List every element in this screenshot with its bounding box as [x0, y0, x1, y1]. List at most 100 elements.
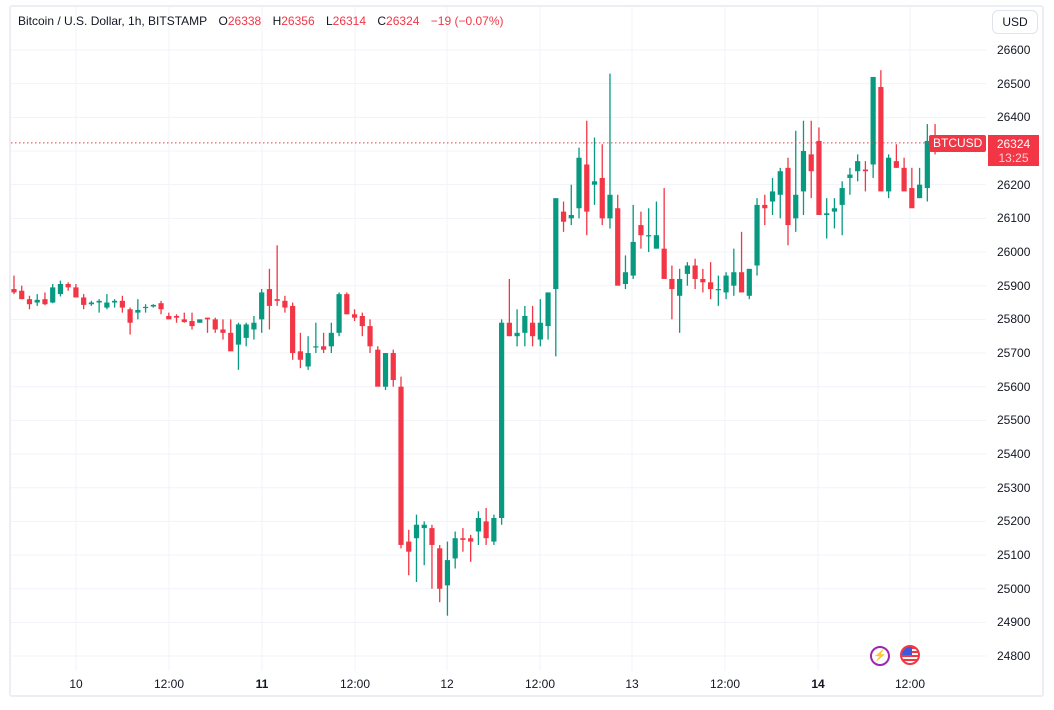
candle-body [886, 157, 892, 192]
time-tick: 11 [255, 677, 269, 691]
candle-body [738, 272, 745, 293]
candle-body [421, 524, 427, 529]
last-price-value: 26324 [996, 137, 1031, 151]
candle-body [909, 188, 915, 209]
candle-body [34, 299, 40, 303]
last-price-label: 26324 13:25 [988, 135, 1039, 166]
candle-body [290, 305, 296, 354]
candle-body [119, 300, 125, 308]
candle-body [88, 302, 94, 305]
candle-body [584, 164, 590, 212]
candle-body [669, 278, 675, 290]
price-tick: 26400 [997, 110, 1031, 125]
candle-body [560, 211, 567, 222]
candle-body [104, 302, 110, 308]
candle-body [313, 346, 319, 348]
candle-body [468, 538, 474, 542]
symbol-title[interactable]: Bitcoin / U.S. Dollar, 1h, BITSTAMP [18, 14, 208, 28]
candle-body [924, 140, 930, 189]
ohlc-legend: Bitcoin / U.S. Dollar, 1h, BITSTAMP O 263… [18, 14, 503, 28]
candle-body [622, 272, 629, 285]
price-tick: 25100 [997, 548, 1031, 563]
candle-body [297, 351, 303, 360]
close-value: 26324 [386, 14, 420, 28]
candle-body [336, 294, 342, 333]
candle-body [824, 213, 830, 215]
currency-button[interactable]: USD [992, 10, 1038, 34]
candle-body [328, 332, 334, 347]
candle-body [599, 177, 605, 219]
price-tick: 26000 [997, 245, 1031, 260]
candle-body [537, 322, 543, 340]
candle-body [522, 315, 528, 333]
candle-body [413, 524, 420, 539]
candle-body [398, 386, 404, 545]
candle-body [251, 322, 257, 330]
candle-body [901, 167, 907, 192]
open-label: O [218, 14, 228, 28]
time-tick: 12 [440, 677, 454, 691]
candle-body [677, 278, 683, 296]
price-tick: 25300 [997, 480, 1031, 495]
candle-body [483, 521, 489, 539]
bar-countdown: 13:25 [998, 151, 1029, 165]
candle-body [390, 353, 396, 380]
candle-body [235, 324, 242, 345]
candle-body [746, 268, 752, 296]
candle-body [351, 314, 358, 318]
us-flag-icon[interactable] [900, 645, 920, 665]
candle-body [135, 309, 141, 313]
candle-body [57, 284, 64, 295]
candle-body [769, 191, 776, 202]
change-value: −19 (−0.07%) [430, 14, 504, 28]
candle-body [607, 194, 613, 219]
candle-body [158, 303, 164, 310]
candle-body [862, 169, 868, 172]
candle-body [762, 204, 768, 209]
candle-body [785, 167, 791, 226]
candle-body [228, 332, 234, 352]
candle-body [545, 292, 551, 327]
time-tick: 14 [811, 677, 825, 691]
candle-body [197, 319, 203, 323]
candle-body [460, 538, 466, 540]
high-label: H [272, 14, 282, 28]
price-tick: 24800 [997, 649, 1031, 664]
candle-body [630, 241, 636, 276]
time-tick: 12:00 [709, 677, 741, 691]
symbol-price-label: BTCUSD [929, 135, 987, 152]
candle-body [816, 140, 822, 215]
chart-frame [9, 5, 1044, 697]
candle-body [42, 299, 48, 305]
candle-body [591, 181, 598, 185]
price-tick: 26500 [997, 76, 1031, 91]
candle-body [81, 297, 87, 305]
candlestick-plot[interactable] [11, 7, 989, 671]
candle-body [855, 161, 861, 172]
time-tick: 12:00 [894, 677, 926, 691]
candle-body [429, 528, 435, 545]
price-tick: 25700 [997, 346, 1031, 361]
candle-body [576, 157, 582, 209]
time-tick: 13 [625, 677, 639, 691]
candle-body [406, 541, 412, 552]
candle-body [731, 272, 737, 286]
candle-body [181, 319, 187, 323]
candle-body [266, 289, 273, 306]
candle-body [646, 235, 652, 237]
candle-body [305, 353, 311, 367]
candle-body [916, 184, 923, 199]
candle-body [220, 329, 226, 333]
candle-body [553, 198, 559, 290]
candle-body [243, 324, 249, 338]
candle-body [777, 171, 783, 195]
candle-body [437, 548, 443, 589]
candle-body [112, 300, 118, 303]
candle-body [514, 332, 520, 337]
candle-body [568, 214, 574, 219]
price-tick: 26200 [997, 177, 1031, 192]
candle-body [173, 315, 180, 318]
candle-body [274, 299, 280, 301]
lightning-icon[interactable]: ⚡ [870, 646, 890, 666]
price-tick: 25400 [997, 447, 1031, 462]
